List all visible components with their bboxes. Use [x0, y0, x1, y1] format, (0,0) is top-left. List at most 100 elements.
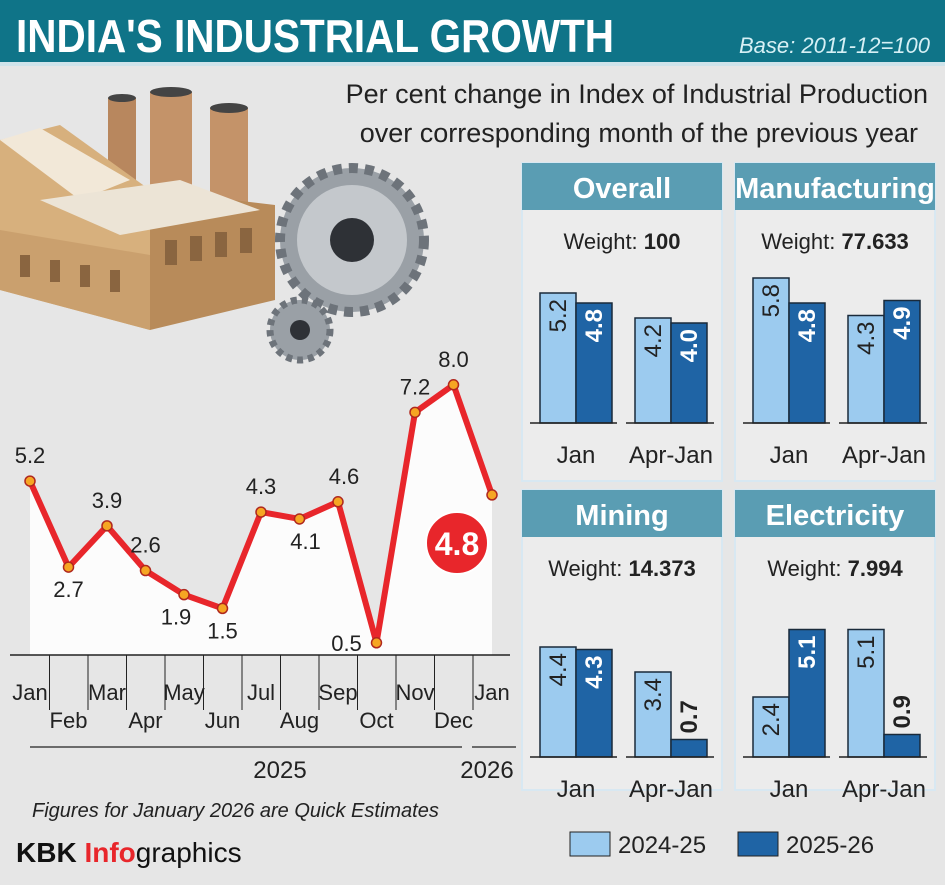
x-tick-label: Jun: [205, 708, 240, 733]
bar-2025-26: [883, 733, 921, 758]
subtitle-line-1: Per cent change in Index of Industrial P…: [346, 79, 928, 109]
point-label: 5.2: [15, 443, 46, 468]
bar-label: 5.2: [545, 299, 572, 332]
bar-2025-26: [883, 299, 921, 424]
bar-2024-25: [752, 277, 790, 424]
year-label-2025: 2025: [253, 757, 306, 784]
legend-swatch-2024-25: [569, 831, 611, 857]
point-label: 0.5: [331, 631, 362, 656]
bar-label: 4.4: [545, 653, 572, 686]
panel-title: Mining: [575, 500, 668, 532]
panel-header: [735, 490, 935, 537]
bar-label: 4.3: [581, 656, 608, 689]
bar-label: 4.3: [853, 322, 880, 355]
x-tick-label: Feb: [50, 708, 88, 733]
panel-title: Manufacturing: [735, 173, 935, 205]
bar-label: 2.4: [758, 703, 785, 736]
x-tick-label: Nov: [395, 680, 434, 705]
line-point: [293, 513, 306, 525]
panel-header: [735, 163, 935, 210]
factory-illustration: [0, 87, 275, 330]
bar-category-label: Apr-Jan: [629, 776, 713, 803]
legend-swatch-2025-26: [737, 831, 779, 857]
point-label: 2.7: [53, 577, 84, 602]
panel-weight: Weight: 77.633: [761, 229, 909, 254]
page-title: INDIA'S INDUSTRIAL GROWTH: [16, 10, 614, 62]
x-tick-label: Sep: [318, 680, 357, 705]
x-tick-label: Mar: [88, 680, 126, 705]
x-tick-label: Oct: [359, 708, 393, 733]
bar-label: 0.7: [676, 700, 703, 733]
header-divider: [0, 62, 945, 66]
bar-category-label: Jan: [557, 442, 596, 469]
bar-2025-26: [670, 738, 708, 758]
bar-label: 4.8: [794, 309, 821, 342]
base-note: Base: 2011-12=100: [739, 33, 931, 58]
footnote: Figures for January 2026 are Quick Estim…: [32, 800, 439, 822]
bar-2024-25: [752, 696, 790, 758]
x-tick-label: Jan: [12, 680, 47, 705]
line-point: [24, 475, 36, 487]
panel-weight: Weight: 14.373: [548, 556, 696, 581]
x-tick-label: Jan: [474, 680, 509, 705]
line-point: [62, 561, 75, 573]
line-point: [409, 406, 421, 419]
bar-label: 3.4: [640, 678, 667, 711]
bar-category-label: Apr-Jan: [629, 442, 713, 469]
x-tick-label: Apr: [128, 708, 162, 733]
point-label: 1.9: [161, 605, 192, 630]
point-label: 1.5: [207, 618, 238, 643]
brand-logo: KBK Infographics: [16, 837, 242, 868]
line-point: [101, 520, 113, 532]
year-label-2026: 2026: [460, 757, 513, 784]
line-point: [216, 602, 229, 615]
header-band: [0, 0, 945, 62]
bar-2024-25: [539, 646, 577, 758]
legend-label-2024-25: 2024-25: [618, 832, 706, 859]
panel-mining: Mining Weight: 14.373 4.4 4.3 Jan 3.4 0.7 Apr-J…: [521, 489, 723, 803]
line-point: [255, 506, 267, 518]
point-label: 4.1: [290, 529, 321, 554]
panel-weight: Weight: 7.994: [767, 556, 903, 581]
point-label: 8.0: [438, 347, 469, 372]
bar-2025-26: [575, 302, 613, 424]
panel-overall: Overall Weight: 100 5.2 4.8 Jan 4.2 4.0 Apr-Jan: [521, 162, 723, 482]
subtitle-line-2: over corresponding month of the previous…: [360, 118, 918, 148]
x-tick-label: May: [163, 680, 205, 705]
x-tick-label: Aug: [280, 708, 319, 733]
point-label: 2.6: [130, 533, 161, 558]
bar-label: 4.9: [889, 307, 916, 340]
point-label: 4.8: [435, 526, 479, 562]
point-label: 3.9: [92, 488, 123, 513]
bar-2024-25: [539, 292, 577, 424]
legend-label-2025-26: 2025-26: [786, 832, 874, 859]
bar-label: 0.9: [889, 695, 916, 728]
bar-label: 4.8: [581, 309, 608, 342]
bar-label: 5.1: [853, 636, 880, 669]
bar-2025-26: [788, 628, 826, 758]
panel-header: [522, 163, 722, 210]
bar-label: 5.8: [758, 284, 785, 317]
bar-label: 5.1: [794, 636, 821, 669]
panel-weight: Weight: 100: [563, 229, 680, 254]
bar-2025-26: [788, 302, 826, 424]
x-tick-label: Dec: [434, 708, 473, 733]
bar-category-label: Apr-Jan: [842, 442, 926, 469]
gear-illustration: [266, 163, 429, 364]
bar-category-label: Jan: [770, 442, 809, 469]
line-point: [332, 496, 344, 508]
line-point: [447, 379, 460, 391]
point-label: 4.6: [329, 464, 360, 489]
highlight-badge: [425, 511, 489, 575]
bar-2025-26: [575, 648, 613, 758]
bar-category-label: Apr-Jan: [842, 776, 926, 803]
point-label: 4.3: [246, 474, 277, 499]
line-point: [178, 588, 190, 601]
point-label: 7.2: [400, 374, 431, 399]
bar-category-label: Jan: [770, 776, 809, 803]
x-ticks: [49, 655, 474, 710]
x-tick-label: Jul: [247, 680, 275, 705]
bar-category-label: Jan: [557, 776, 596, 803]
